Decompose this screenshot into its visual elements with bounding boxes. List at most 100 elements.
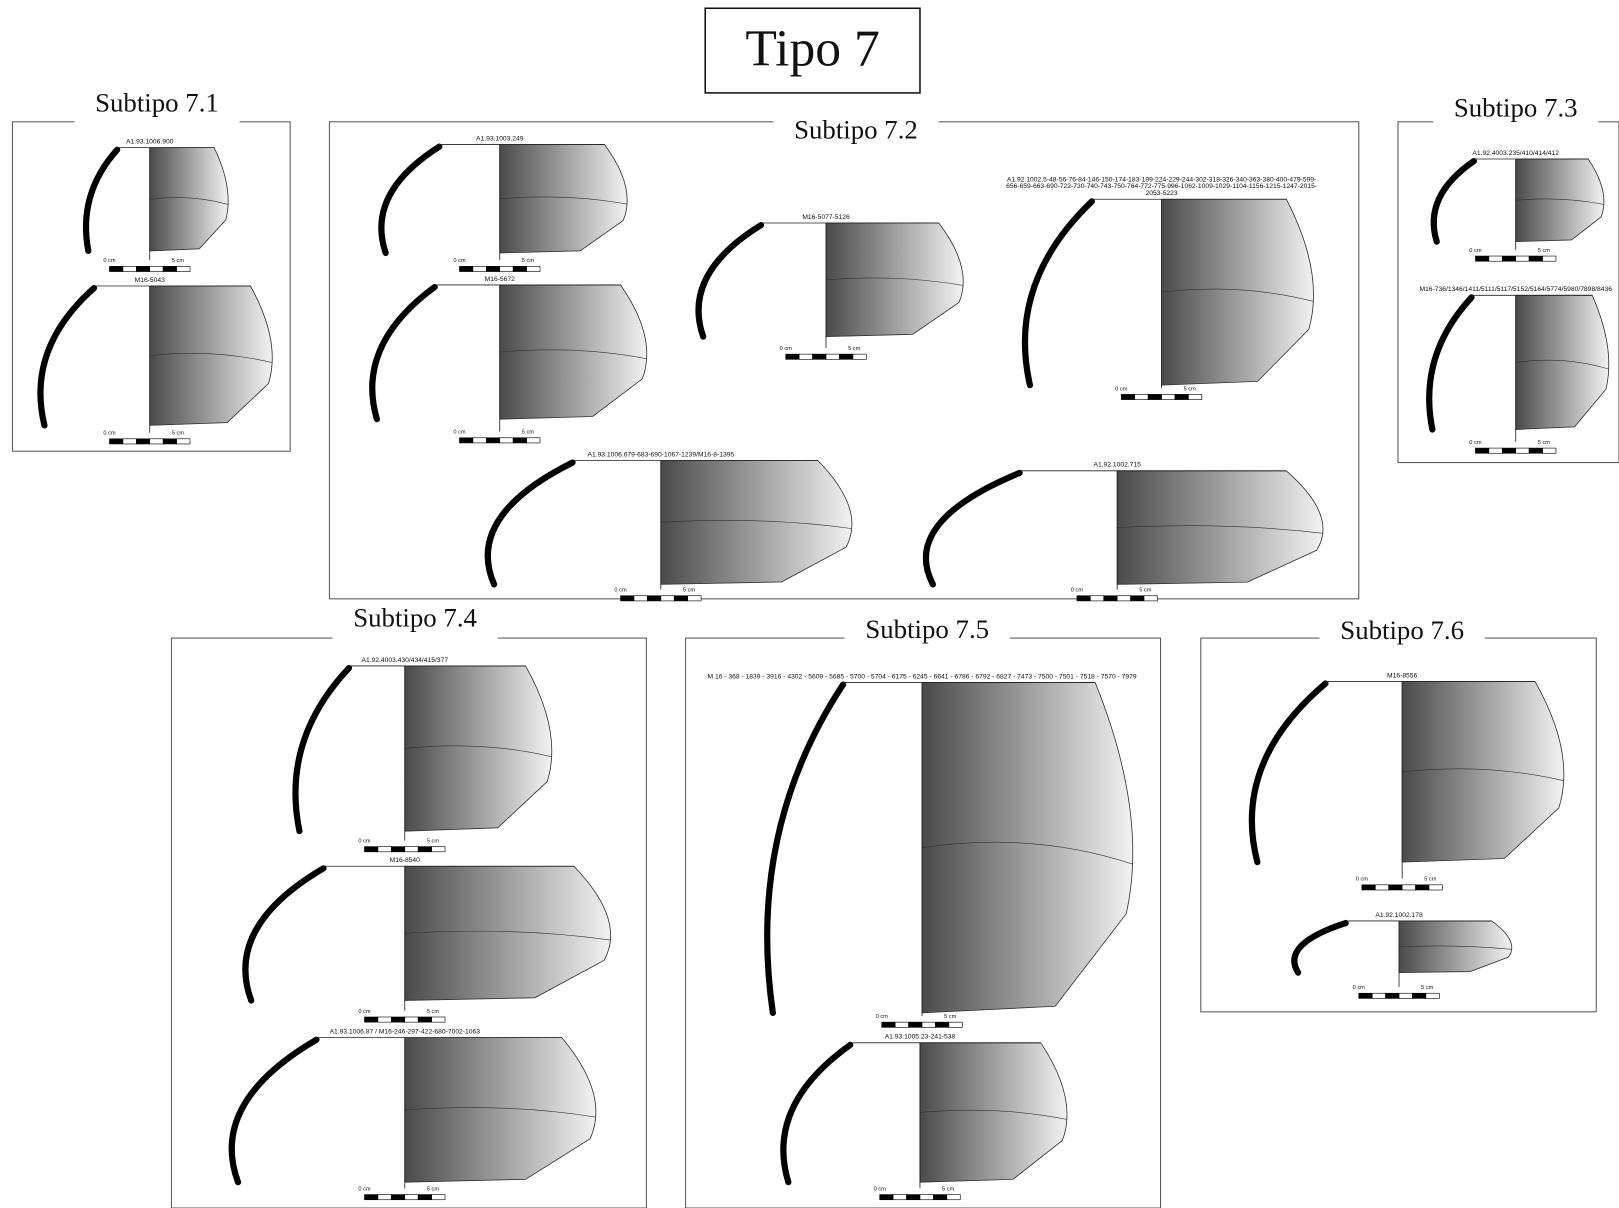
specimen-label-text: A1.92.4003.430/434/415/377 (250, 633, 560, 664)
scale-segment (1144, 596, 1157, 601)
profile-section (245, 868, 323, 1000)
profile-section (381, 147, 439, 253)
scale-segment (1175, 394, 1188, 399)
specimen-label-text: M16-5077-5126 (681, 190, 970, 221)
subtype-label: Subtipo 7.3 (1454, 93, 1578, 123)
specimen-label-text: M16-8556 (1232, 648, 1573, 679)
sherd-view (922, 682, 1133, 1012)
scale-segment (1386, 993, 1399, 998)
scale-label: 5 cm (427, 1186, 440, 1192)
scale-label: 0 cm (614, 588, 627, 594)
scale-segment (1502, 448, 1515, 453)
sherd-view (500, 145, 627, 253)
scale-segment (1475, 256, 1488, 261)
profile-section (1025, 201, 1092, 385)
scale-segment (799, 354, 812, 359)
specimen-label: A1.92.1002.178 (1280, 888, 1517, 919)
sherd-view (405, 666, 552, 831)
specimen-label: A1.93.1005.23-241-538 (765, 1010, 1075, 1041)
specimen-label: A1.92.4003.235/410/414/412 (1423, 126, 1609, 157)
sherd-view (500, 285, 647, 419)
scale-label: 0 cm (1071, 588, 1084, 594)
scale-segment (1372, 993, 1385, 998)
scale-segment (405, 1195, 418, 1200)
scale-segment (418, 1195, 431, 1200)
scale-segment (674, 596, 687, 601)
profile-section (232, 1040, 317, 1182)
specimen-label-text: A1.93.1006.679-683-690-1067-1239/M16-8-1… (459, 427, 862, 458)
scale-segment (1529, 448, 1542, 453)
sherd-view (405, 866, 611, 1000)
profile-section (926, 473, 1020, 585)
scale-segment (907, 1195, 920, 1200)
scale-segment (109, 439, 122, 444)
title: Tipo 7 (745, 21, 879, 78)
profile-section (783, 1045, 850, 1182)
specimen-label-text: A1.92.4003.235/410/414/412 (1423, 126, 1609, 157)
specimen-label: M16-5077-5126 (681, 190, 970, 221)
profile-section (1252, 684, 1326, 863)
profile-section (1294, 923, 1345, 973)
scale-segment (1077, 596, 1090, 601)
specimen-label: A1.92.1002.715 (900, 438, 1334, 469)
scale-segment (378, 1195, 391, 1200)
specimen-label-text: A1.93.1006.900 (67, 115, 232, 146)
scale-segment (123, 439, 136, 444)
specimen-label: A1.93.1006.679-683-690-1067-1239/M16-8-1… (459, 427, 862, 458)
scale-segment (1516, 448, 1529, 453)
specimen-label: A1.92.1002.5-48-56-76-84-146-150-174-183… (1002, 166, 1322, 197)
scale-label: 0 cm (1115, 386, 1128, 392)
scale-label: 5 cm (848, 346, 861, 352)
scale-label: 5 cm (1538, 248, 1551, 254)
scale-segment (1090, 596, 1103, 601)
scale-label: 0 cm (1469, 440, 1482, 446)
scale-segment (647, 596, 660, 601)
scale-segment (634, 596, 647, 601)
scale-segment (1399, 993, 1412, 998)
scale-segment (1529, 256, 1542, 261)
scale-segment (688, 596, 701, 601)
scale-segment (177, 439, 190, 444)
subtype-label: Subtipo 7.4 (353, 603, 477, 633)
scale-label: 5 cm (942, 1186, 955, 1192)
page: {"title": "Tipo 7", "subtypes": [ {"labe… (0, 0, 1619, 1208)
scale-segment (826, 354, 839, 359)
sherd-view (1162, 199, 1314, 385)
sherd-view (150, 148, 228, 251)
scale-segment (880, 1195, 893, 1200)
scale-label: 0 cm (103, 431, 116, 437)
scale-segment (1104, 596, 1117, 601)
profile-section (767, 685, 843, 1013)
scale-segment (1489, 256, 1502, 261)
profile-section (1434, 161, 1474, 242)
sherd-view (1516, 295, 1609, 429)
specimen-label-text: A1.93.1005.23-241-538 (765, 1010, 1075, 1041)
profile-section (488, 463, 573, 585)
scale-label: 5 cm (1424, 877, 1437, 883)
scale-segment (1502, 256, 1515, 261)
specimen-label-text: A1.92.1002.5-48-56-76-84-146-150-174-183… (1002, 166, 1322, 197)
scale-segment (813, 354, 826, 359)
specimen-label-text: M 16 - 368 - 1839 - 3916 - 4302 - 5609 -… (700, 649, 1144, 680)
scale-segment (163, 439, 176, 444)
scale-segment (1188, 394, 1201, 399)
scale-segment (1135, 394, 1148, 399)
specimen-label-text: A1.92.1002.178 (1280, 888, 1517, 919)
scale-label: 5 cm (683, 588, 696, 594)
scale-label: 5 cm (1184, 386, 1197, 392)
scale-segment (1475, 448, 1488, 453)
scale-segment (136, 439, 149, 444)
scale-segment (839, 354, 852, 359)
profile-section (86, 150, 117, 251)
subtype-label: Subtipo 7.1 (95, 87, 219, 117)
scale-segment (150, 439, 163, 444)
profile-section (40, 288, 94, 425)
specimen-label: M16-5043 (21, 253, 279, 284)
profile-section (295, 668, 349, 831)
sherd-view (405, 1038, 596, 1183)
scale-segment (1131, 596, 1144, 601)
scale-label: 5 cm (1421, 985, 1434, 991)
scale-segment (853, 354, 866, 359)
scale-segment (1543, 256, 1556, 261)
scale-label: 0 cm (874, 1186, 887, 1192)
